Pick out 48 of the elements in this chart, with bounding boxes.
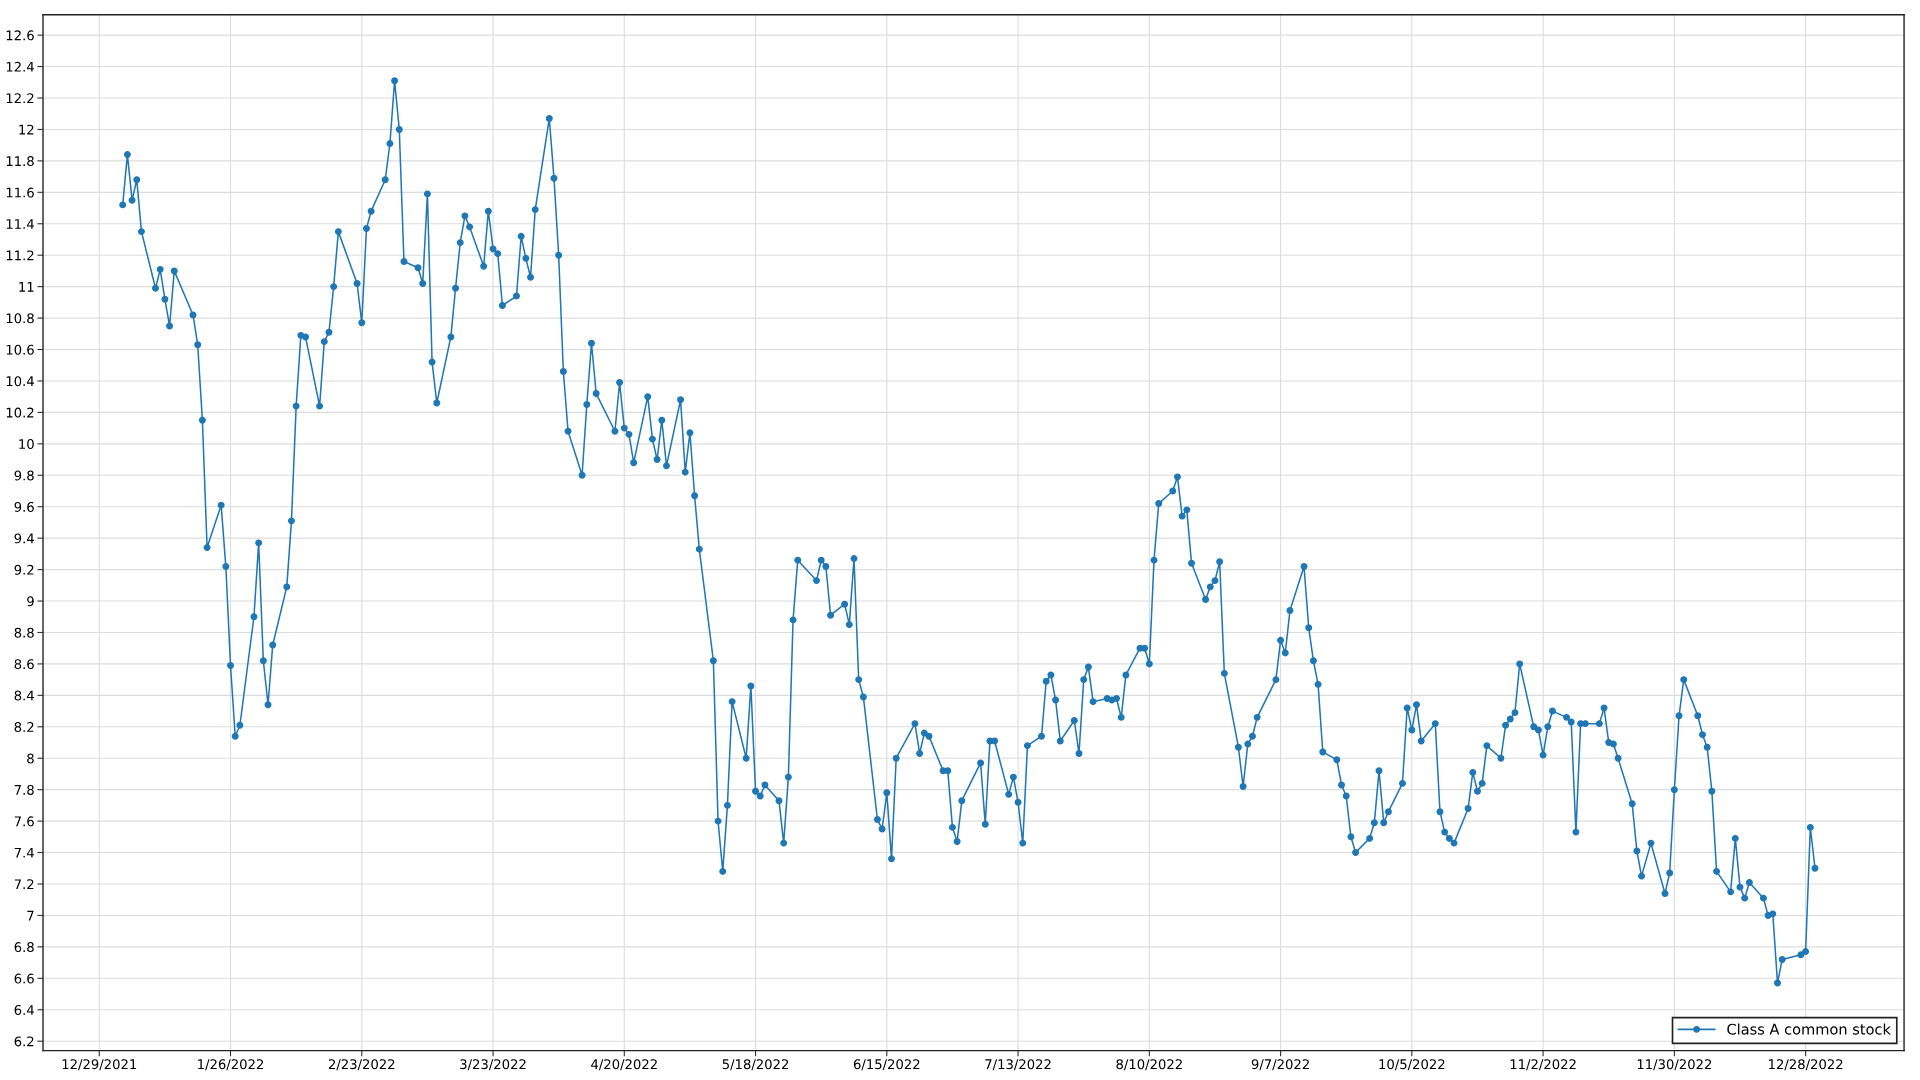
- y-tick-label: 12.2: [6, 93, 34, 104]
- x-tick-label: 3/23/2022: [460, 1059, 526, 1071]
- x-tick-label: 4/20/2022: [591, 1059, 657, 1071]
- x-tick-label: 8/10/2022: [1116, 1059, 1182, 1071]
- y-tick-label: 7.6: [14, 816, 34, 827]
- y-tick-label: 8.4: [14, 690, 34, 701]
- y-tick-label: 7: [27, 910, 34, 921]
- y-tick-label: 6.6: [14, 973, 34, 984]
- y-tick-label: 10: [19, 439, 34, 450]
- y-tick-label: 11: [19, 282, 34, 292]
- y-tick-label: 9.4: [14, 533, 34, 544]
- y-tick-label: 6.4: [14, 1004, 34, 1015]
- y-tick-label: 6.2: [14, 1036, 34, 1047]
- y-tick-label: 9.8: [14, 470, 34, 481]
- x-tick-label: 10/5/2022: [1379, 1059, 1445, 1071]
- x-tick-label: 12/29/2021: [62, 1059, 137, 1071]
- x-tick-label: 5/18/2022: [722, 1059, 789, 1071]
- y-tick-label: 9: [27, 596, 34, 607]
- y-tick-label: 11.8: [6, 156, 34, 167]
- y-tick-label: 10.8: [6, 313, 34, 324]
- y-tick-label: 10.4: [6, 376, 34, 387]
- y-tick-label: 8.8: [14, 627, 34, 638]
- y-tick-label: 9.2: [14, 564, 34, 575]
- y-tick-label: 8: [27, 753, 34, 764]
- y-tick-label: 11.2: [6, 250, 34, 261]
- y-tick-label: 12.6: [6, 30, 34, 41]
- y-tick-label: 9.6: [14, 501, 34, 512]
- y-tick-label: 10.6: [6, 344, 34, 355]
- y-tick-label: 7.4: [14, 847, 34, 858]
- y-tick-label: 7.2: [14, 879, 34, 890]
- x-tick-label: 11/2/2022: [1510, 1059, 1576, 1071]
- x-tick-label: 7/13/2022: [985, 1059, 1051, 1071]
- y-tick-label: 8.2: [14, 722, 34, 732]
- y-tick-label: 11.4: [6, 219, 34, 229]
- x-tick-label: 2/23/2022: [328, 1059, 395, 1071]
- y-tick-label: 12.4: [6, 61, 34, 72]
- x-tick-label: 12/28/2022: [1769, 1059, 1843, 1071]
- y-tick-label: 7.8: [14, 784, 34, 795]
- legend-label: Class A common stock: [1727, 1023, 1891, 1035]
- y-tick-label: 10.2: [6, 407, 34, 418]
- x-tick-label: 6/15/2022: [853, 1059, 920, 1071]
- x-tick-label: 11/30/2022: [1637, 1059, 1712, 1071]
- y-tick-label: 8.6: [14, 659, 34, 670]
- y-tick-label: 11.6: [6, 187, 34, 198]
- x-tick-label: 1/26/2022: [198, 1059, 264, 1071]
- x-tick-label: 9/7/2022: [1251, 1059, 1309, 1071]
- y-tick-label: 6.8: [14, 942, 34, 953]
- y-tick-label: 12: [19, 124, 34, 135]
